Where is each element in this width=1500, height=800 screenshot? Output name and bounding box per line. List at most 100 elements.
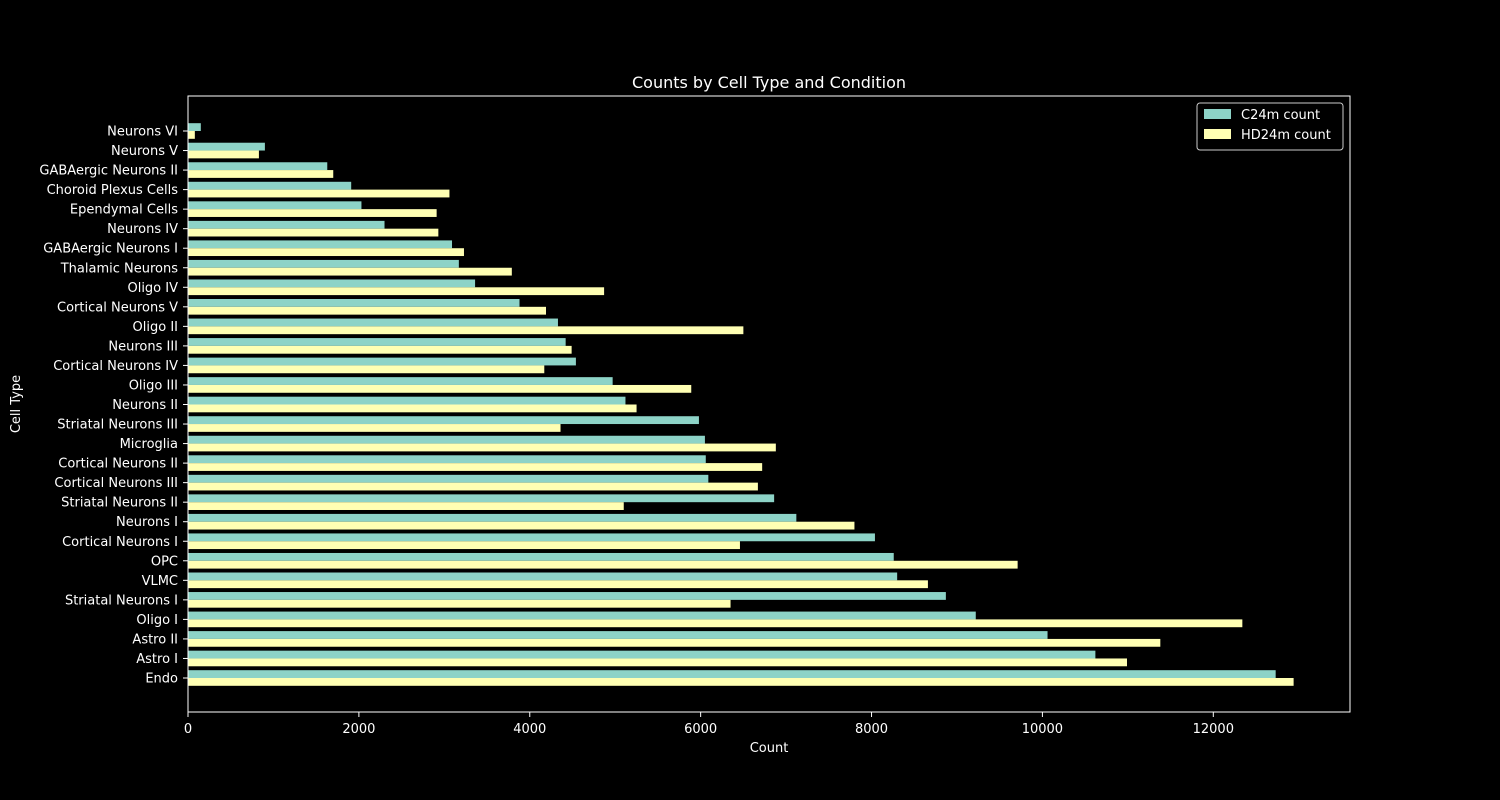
bar-hd24m bbox=[188, 267, 512, 276]
bar-c24m bbox=[188, 240, 453, 249]
bar-hd24m bbox=[188, 619, 1243, 628]
bar-hd24m bbox=[188, 580, 928, 589]
ticks-layer: 0 2000 4000 6000 8000 10000 12000 Endo Astro I As… bbox=[39, 125, 1234, 738]
legend-swatch bbox=[1204, 129, 1231, 139]
bar-c24m bbox=[188, 142, 265, 151]
bar-c24m bbox=[188, 474, 709, 483]
y-tick-label: Oligo III bbox=[129, 378, 178, 393]
bar-c24m bbox=[188, 435, 705, 444]
bar-c24m bbox=[188, 455, 706, 464]
bar-hd24m bbox=[188, 658, 1127, 667]
bar-hd24m bbox=[188, 560, 1018, 569]
bar-hd24m bbox=[188, 482, 758, 491]
y-tick-label: Astro II bbox=[132, 632, 178, 647]
legend-label: HD24m count bbox=[1241, 128, 1331, 143]
bar-c24m bbox=[188, 162, 328, 171]
y-tick-label: Astro I bbox=[136, 652, 178, 667]
bar-c24m bbox=[188, 259, 459, 268]
bar-c24m bbox=[188, 494, 775, 503]
bar-hd24m bbox=[188, 287, 605, 296]
y-tick-label: Striatal Neurons I bbox=[65, 593, 178, 608]
y-tick-label: Neurons IV bbox=[107, 222, 178, 237]
bar-c24m bbox=[188, 220, 385, 229]
y-tick-label: Cortical Neurons I bbox=[62, 535, 178, 550]
bar-c24m bbox=[188, 201, 362, 210]
bar-hd24m bbox=[188, 463, 763, 471]
bar-hd24m bbox=[188, 228, 439, 237]
bar-c24m bbox=[188, 592, 946, 600]
bar-hd24m bbox=[188, 424, 561, 432]
bar-c24m bbox=[188, 123, 201, 131]
bar-c24m bbox=[188, 611, 976, 620]
x-tick-label: 2000 bbox=[342, 722, 375, 737]
legend-label: C24m count bbox=[1241, 108, 1320, 123]
y-axis-title: Cell Type bbox=[9, 375, 24, 433]
bar-c24m bbox=[188, 650, 1096, 659]
bar-hd24m bbox=[188, 384, 692, 393]
y-tick-label: Oligo I bbox=[136, 613, 178, 628]
bar-hd24m bbox=[188, 248, 464, 257]
bar-c24m bbox=[188, 631, 1048, 639]
y-tick-label: Neurons VI bbox=[107, 125, 178, 140]
bar-hd24m bbox=[188, 345, 572, 354]
y-tick-label: Neurons V bbox=[111, 144, 178, 159]
y-tick-label: GABAergic Neurons I bbox=[43, 242, 178, 257]
bar-hd24m bbox=[188, 150, 259, 159]
bar-c24m bbox=[188, 279, 476, 288]
bar-hd24m bbox=[188, 443, 776, 452]
x-tick-label: 4000 bbox=[513, 722, 546, 737]
bar-hd24m bbox=[188, 638, 1161, 647]
bar-c24m bbox=[188, 299, 520, 307]
plot-frame bbox=[187, 95, 1351, 713]
bar-c24m bbox=[188, 416, 699, 425]
y-tick-label: Ependymal Cells bbox=[70, 203, 178, 218]
bar-c24m bbox=[188, 357, 576, 366]
y-tick-label: Choroid Plexus Cells bbox=[47, 183, 179, 198]
y-tick-label: Endo bbox=[145, 672, 178, 687]
bar-hd24m bbox=[188, 170, 334, 178]
bar-hd24m bbox=[188, 502, 624, 510]
y-tick-label: OPC bbox=[151, 554, 178, 569]
bar-hd24m bbox=[188, 131, 195, 139]
bar-hd24m bbox=[188, 404, 637, 413]
bar-hd24m bbox=[188, 365, 545, 374]
bar-hd24m bbox=[188, 209, 437, 217]
x-axis-title: Count bbox=[750, 741, 789, 756]
bar-c24m bbox=[188, 572, 898, 581]
y-tick-label: Microglia bbox=[120, 437, 178, 452]
bar-c24m bbox=[188, 377, 613, 385]
y-tick-label: Neurons III bbox=[108, 339, 178, 354]
y-tick-label: Oligo IV bbox=[127, 281, 178, 296]
bar-hd24m bbox=[188, 541, 740, 550]
y-tick-label: Thalamic Neurons bbox=[60, 261, 178, 276]
y-tick-label: Striatal Neurons II bbox=[61, 496, 178, 511]
x-tick-label: 12000 bbox=[1193, 722, 1234, 737]
x-tick-label: 8000 bbox=[855, 722, 888, 737]
legend-box bbox=[1196, 102, 1344, 151]
legend-swatch bbox=[1204, 109, 1231, 119]
bar-hd24m bbox=[188, 326, 744, 335]
bars-layer bbox=[188, 123, 1294, 686]
bar-c24m bbox=[188, 513, 797, 522]
bar-hd24m bbox=[188, 599, 731, 608]
bar-c24m bbox=[188, 181, 352, 190]
x-tick-label: 0 bbox=[184, 722, 192, 737]
y-tick-label: Cortical Neurons IV bbox=[53, 359, 178, 374]
y-tick-label: Neurons I bbox=[116, 515, 178, 530]
bar-c24m bbox=[188, 396, 626, 405]
bar-hd24m bbox=[188, 521, 855, 530]
legend: C24m count HD24m count bbox=[1196, 102, 1344, 151]
bar-c24m bbox=[188, 318, 558, 327]
x-tick-label: 10000 bbox=[1022, 722, 1063, 737]
y-tick-label: GABAergic Neurons II bbox=[39, 164, 178, 179]
chart-title: Counts by Cell Type and Condition bbox=[632, 73, 906, 92]
y-tick-label: VLMC bbox=[142, 574, 178, 589]
y-tick-label: Striatal Neurons III bbox=[57, 418, 178, 433]
bar-c24m bbox=[188, 670, 1276, 678]
bar-hd24m bbox=[188, 306, 546, 315]
bar-c24m bbox=[188, 533, 875, 542]
bar-hd24m bbox=[188, 678, 1294, 686]
y-tick-label: Neurons II bbox=[112, 398, 178, 413]
